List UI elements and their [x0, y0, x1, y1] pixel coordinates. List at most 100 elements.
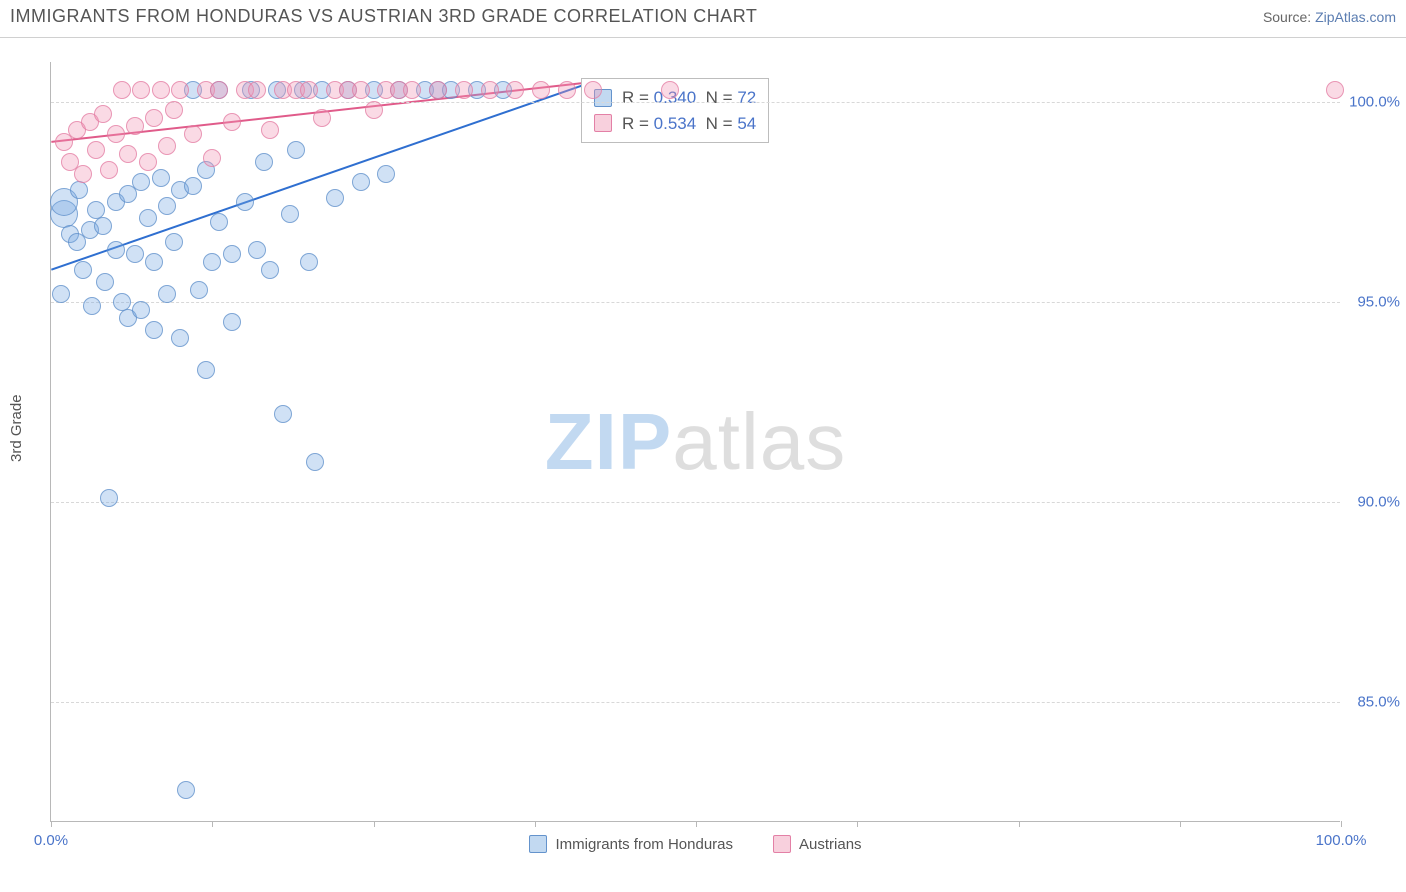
- series-legend-label: Austrians: [799, 836, 862, 853]
- y-axis-label: 3rd Grade: [8, 394, 25, 462]
- data-point: [152, 81, 170, 99]
- source-link[interactable]: ZipAtlas.com: [1315, 9, 1396, 25]
- data-point: [171, 81, 189, 99]
- data-point: [274, 405, 292, 423]
- data-point: [352, 81, 370, 99]
- data-point: [165, 101, 183, 119]
- data-point: [506, 81, 524, 99]
- data-point: [132, 173, 150, 191]
- data-point: [261, 261, 279, 279]
- data-point: [210, 213, 228, 231]
- data-point: [584, 81, 602, 99]
- data-point: [139, 209, 157, 227]
- x-tick-label: 100.0%: [1316, 832, 1367, 849]
- y-tick-label: 95.0%: [1345, 294, 1400, 311]
- data-point: [158, 137, 176, 155]
- x-tick: [1019, 821, 1020, 827]
- data-point: [365, 101, 383, 119]
- data-point: [113, 81, 131, 99]
- data-point: [197, 361, 215, 379]
- plot-region: ZIPatlas R = 0.340 N = 72R = 0.534 N = 5…: [50, 62, 1340, 822]
- data-point: [248, 241, 266, 259]
- data-point: [107, 125, 125, 143]
- x-tick: [374, 821, 375, 827]
- data-point: [184, 125, 202, 143]
- data-point: [126, 245, 144, 263]
- x-tick-label: 0.0%: [34, 832, 68, 849]
- data-point: [532, 81, 550, 99]
- series-legend-item: Immigrants from Honduras: [529, 835, 733, 853]
- data-point: [248, 81, 266, 99]
- data-point: [403, 81, 421, 99]
- data-point: [326, 189, 344, 207]
- gridline-h: [51, 502, 1340, 503]
- data-point: [171, 329, 189, 347]
- data-point: [94, 105, 112, 123]
- data-point: [287, 141, 305, 159]
- legend-swatch: [594, 114, 612, 132]
- data-point: [145, 253, 163, 271]
- data-point: [481, 81, 499, 99]
- series-legend-item: Austrians: [773, 835, 862, 853]
- x-tick: [696, 821, 697, 827]
- data-point: [261, 121, 279, 139]
- data-point: [352, 173, 370, 191]
- data-point: [300, 253, 318, 271]
- trend-lines: [51, 62, 1340, 821]
- stats-legend-text: R = 0.534 N = 54: [622, 111, 756, 137]
- data-point: [190, 281, 208, 299]
- chart-title: IMMIGRANTS FROM HONDURAS VS AUSTRIAN 3RD…: [10, 6, 757, 27]
- source-attribution: Source: ZipAtlas.com: [1263, 9, 1396, 25]
- series-legend: Immigrants from Honduras Austrians: [51, 835, 1340, 853]
- data-point: [83, 297, 101, 315]
- data-point: [1326, 81, 1344, 99]
- gridline-h: [51, 702, 1340, 703]
- data-point: [74, 261, 92, 279]
- chart-area: 3rd Grade ZIPatlas R = 0.340 N = 72R = 0…: [0, 42, 1406, 862]
- data-point: [139, 153, 157, 171]
- data-point: [70, 181, 88, 199]
- data-point: [100, 161, 118, 179]
- y-tick-label: 85.0%: [1345, 694, 1400, 711]
- y-tick-label: 90.0%: [1345, 494, 1400, 511]
- data-point: [223, 113, 241, 131]
- data-point: [203, 149, 221, 167]
- watermark-zip: ZIP: [545, 397, 672, 486]
- y-tick-label: 100.0%: [1345, 94, 1400, 111]
- stats-legend-row: R = 0.534 N = 54: [594, 111, 756, 137]
- data-point: [661, 81, 679, 99]
- data-point: [558, 81, 576, 99]
- data-point: [455, 81, 473, 99]
- data-point: [313, 109, 331, 127]
- stats-legend-text: R = 0.340 N = 72: [622, 85, 756, 111]
- data-point: [165, 233, 183, 251]
- data-point: [255, 153, 273, 171]
- data-point: [158, 197, 176, 215]
- data-point: [87, 141, 105, 159]
- chart-header: IMMIGRANTS FROM HONDURAS VS AUSTRIAN 3RD…: [0, 0, 1406, 38]
- legend-swatch: [529, 835, 547, 853]
- watermark: ZIPatlas: [545, 396, 846, 488]
- x-tick: [51, 821, 52, 827]
- data-point: [203, 253, 221, 271]
- data-point: [100, 489, 118, 507]
- gridline-h: [51, 102, 1340, 103]
- x-tick: [535, 821, 536, 827]
- data-point: [377, 165, 395, 183]
- legend-swatch: [773, 835, 791, 853]
- data-point: [177, 781, 195, 799]
- data-point: [300, 81, 318, 99]
- series-legend-label: Immigrants from Honduras: [555, 836, 733, 853]
- data-point: [429, 81, 447, 99]
- data-point: [223, 313, 241, 331]
- x-tick: [212, 821, 213, 827]
- data-point: [145, 109, 163, 127]
- data-point: [236, 193, 254, 211]
- data-point: [126, 117, 144, 135]
- data-point: [107, 241, 125, 259]
- data-point: [210, 81, 228, 99]
- data-point: [119, 145, 137, 163]
- data-point: [74, 165, 92, 183]
- x-tick: [1180, 821, 1181, 827]
- data-point: [52, 285, 70, 303]
